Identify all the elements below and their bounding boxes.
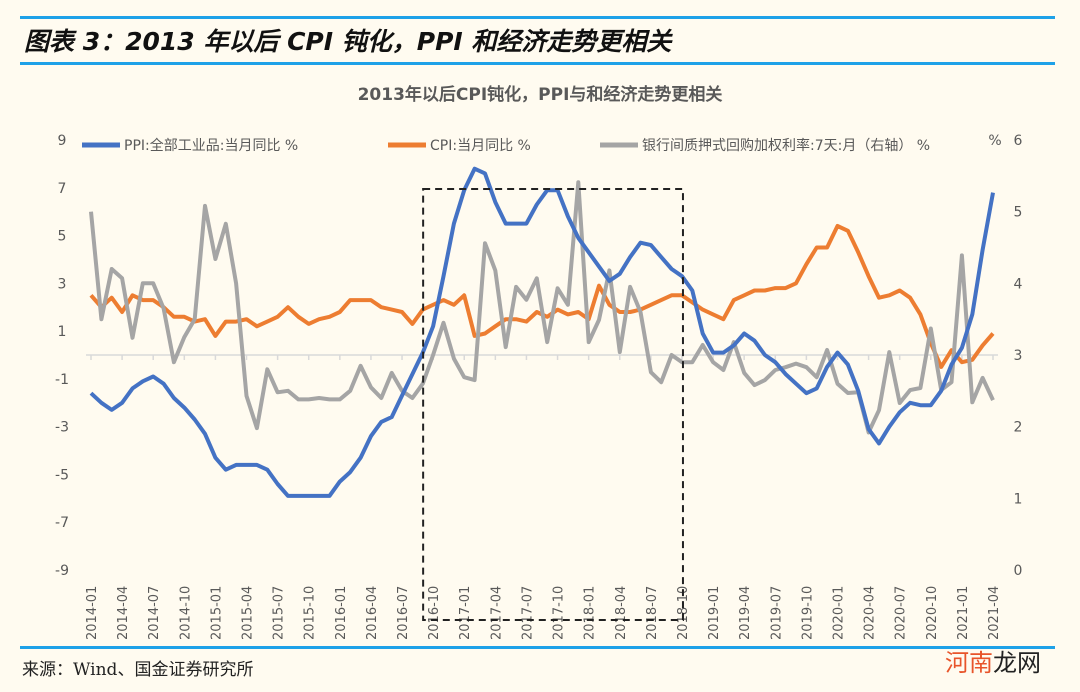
left-axis-tick: 5: [58, 229, 67, 245]
series-line-cpi: [89, 224, 995, 369]
x-tick-label: 2015-07: [272, 586, 287, 640]
left-axis-tick: 9: [58, 133, 67, 149]
x-tick-label: 2019-10: [800, 586, 815, 640]
highlight-box: [422, 188, 684, 621]
right-axis-tick: 1: [1014, 491, 1023, 507]
x-tick-label: 2021-04: [987, 586, 1002, 640]
right-axis-labels: 6 5 4 3 2 1 0%: [988, 133, 1022, 579]
x-tick-label: 2020-01: [831, 586, 846, 640]
chart-title: 2013年以后CPI钝化，PPI与和经济走势更相关: [358, 84, 723, 105]
left-axis-tick: -1: [55, 372, 69, 388]
x-tick-label: 2017-01: [458, 586, 473, 640]
series-line-ppi: [89, 166, 995, 498]
right-axis-tick: 6: [1014, 133, 1023, 149]
series-lines: [89, 166, 995, 498]
x-tick-label: 2020-10: [925, 586, 940, 640]
x-tick-label: 2018-04: [614, 586, 629, 640]
legend-label-cpi: CPI:当月同比 %: [430, 138, 531, 154]
x-tick-label: 2020-04: [863, 586, 878, 640]
x-tick-label: 2020-07: [894, 586, 909, 640]
x-tick-label: 2014-07: [147, 586, 162, 640]
legend-label-repo: 银行间质押式回购加权利率:7天:月（右轴） %: [642, 137, 930, 154]
x-tick-label: 2014-10: [178, 586, 193, 640]
x-tick-label: 2017-07: [520, 586, 535, 640]
top-rule: [20, 16, 1055, 19]
x-tick-label: 2017-10: [552, 586, 567, 640]
left-axis-tick: 1: [58, 324, 67, 340]
x-tick-label: 2021-01: [956, 586, 971, 640]
watermark-logo: 河南龙网: [945, 649, 1041, 677]
x-tick-label: 2016-07: [396, 586, 411, 640]
legend-label-ppi: PPI:全部工业品:当月同比 %: [124, 137, 298, 154]
x-tick-label: 2016-01: [334, 586, 349, 640]
left-axis-tick: -9: [55, 563, 69, 579]
x-tick-label: 2015-04: [241, 586, 256, 640]
series-line-repo: [89, 180, 995, 435]
left-axis-tick: -3: [55, 420, 69, 436]
x-tick-label: 2018-10: [676, 586, 691, 640]
x-tick-label: 2019-04: [738, 586, 753, 640]
right-axis-tick: 5: [1014, 205, 1023, 221]
left-axis-tick: -7: [55, 515, 69, 531]
left-axis-labels: 9 7 5 3 1 -1 -3 -5 -7 -9: [55, 133, 69, 579]
x-tick-label: 2018-01: [583, 586, 598, 640]
x-tick-label: 2016-10: [427, 586, 442, 640]
x-tick-label: 2017-04: [489, 586, 504, 640]
chart: 2013年以后CPI钝化，PPI与和经济走势更相关 PPI:全部工业品:当月同比…: [55, 84, 1023, 640]
right-axis-tick: 2: [1014, 420, 1023, 436]
left-axis-tick: 7: [58, 181, 67, 197]
x-tick-label: 2016-04: [365, 586, 380, 640]
x-tick-label: 2019-07: [769, 586, 784, 640]
x-axis: 2014-01 2014-04 2014-07 2014-10 2015-01 2015-…: [85, 354, 1002, 640]
bottom-rule: [20, 646, 1055, 649]
x-tick-label: 2015-10: [303, 586, 318, 640]
right-axis-tick: 3: [1014, 348, 1023, 364]
right-axis-tick: 0: [1014, 563, 1023, 579]
x-tick-label: 2018-07: [645, 586, 660, 640]
right-axis-tick: 4: [1014, 276, 1023, 292]
figure-title: 图表 3：2013 年以后 CPI 钝化，PPI 和经济走势更相关: [24, 27, 672, 56]
x-tick-label: 2014-01: [85, 586, 100, 640]
legend: PPI:全部工业品:当月同比 % CPI:当月同比 % 银行间质押式回购加权利率…: [82, 137, 930, 154]
x-tick-label: 2015-01: [209, 586, 224, 640]
x-tick-label: 2019-01: [707, 586, 722, 640]
right-axis-unit: %: [988, 133, 1001, 149]
left-axis-tick: 3: [58, 276, 67, 292]
source-note: 来源：Wind、国金证券研究所: [22, 660, 254, 680]
x-tick-label: 2014-04: [116, 586, 131, 640]
title-rule: [20, 62, 1055, 65]
left-axis-tick: -5: [55, 467, 69, 483]
